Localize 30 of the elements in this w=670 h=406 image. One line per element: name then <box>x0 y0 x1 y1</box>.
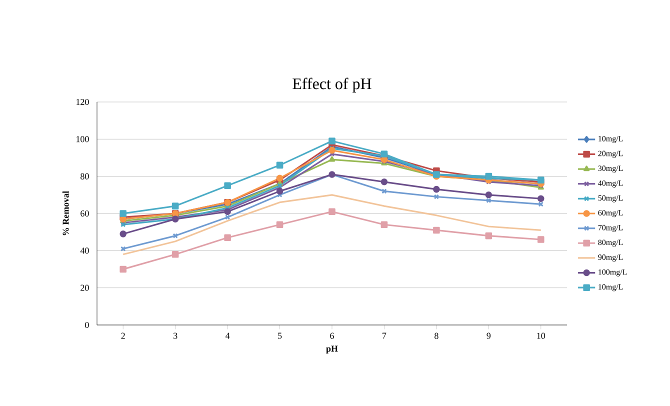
legend-label: 90mg/L <box>598 254 623 262</box>
y-tick-label: 20 <box>80 284 89 291</box>
y-tick-label: 60 <box>80 210 89 217</box>
legend-label: 70mg/L <box>598 224 623 232</box>
x-tick-label: 9 <box>486 332 491 339</box>
x-tick-label: 4 <box>225 332 230 339</box>
x-tick-label: 8 <box>434 332 438 339</box>
y-axis-title: % Removal <box>62 191 69 236</box>
y-tick-label: 80 <box>80 173 89 180</box>
y-tick-label: 0 <box>85 322 89 328</box>
legend-label: 80mg/L <box>598 240 623 247</box>
x-tick-label: 10 <box>537 332 546 339</box>
chart-title: Effect of pH <box>292 78 372 92</box>
legend-label: 20mg/L <box>598 150 623 158</box>
x-tick-label: 2 <box>121 332 125 339</box>
x-tick-label: 7 <box>382 332 386 339</box>
y-tick-label: 100 <box>76 136 89 142</box>
y-tick-label: 40 <box>80 248 89 254</box>
x-tick-label: 5 <box>278 332 282 339</box>
legend-label: 10mg/L <box>598 136 623 144</box>
legend-label: 40mg/L <box>598 180 623 188</box>
x-tick-label: 3 <box>174 332 178 339</box>
legend-label: 30mg/L <box>598 166 623 173</box>
legend-label: 60mg/L <box>598 210 623 218</box>
x-tick-label: 6 <box>330 332 334 339</box>
y-tick-label: 120 <box>76 98 89 106</box>
legend-label: 100mg/L <box>598 269 627 276</box>
legend-label: 10mg/L <box>598 284 623 292</box>
legend-label: 50mg/L <box>598 195 623 202</box>
x-axis-title: pH <box>326 346 338 354</box>
